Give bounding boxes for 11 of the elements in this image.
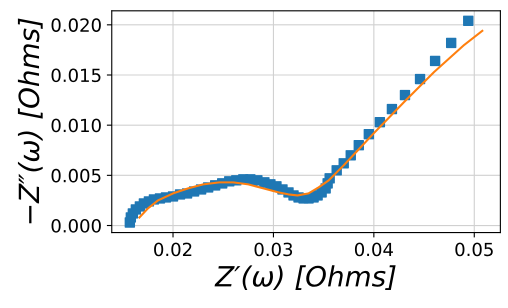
y-tick-label: 0.015 xyxy=(52,68,100,82)
y-tick-label: 0.005 xyxy=(52,168,100,182)
x-tick-label: 0.03 xyxy=(254,242,292,256)
x-tick-label: 0.02 xyxy=(154,242,192,256)
y-tick-label: 0.020 xyxy=(52,18,101,32)
y-axis-title: −Z″(ω) [Ohms] xyxy=(18,18,43,224)
x-tick-label: 0.04 xyxy=(354,242,393,256)
y-tick-label: 0.000 xyxy=(52,218,101,233)
x-tick-label: 0.05 xyxy=(455,242,493,256)
x-axis-title: Z′(ω) [Ohms] xyxy=(214,265,396,290)
y-tick-label: 0.010 xyxy=(52,118,101,132)
